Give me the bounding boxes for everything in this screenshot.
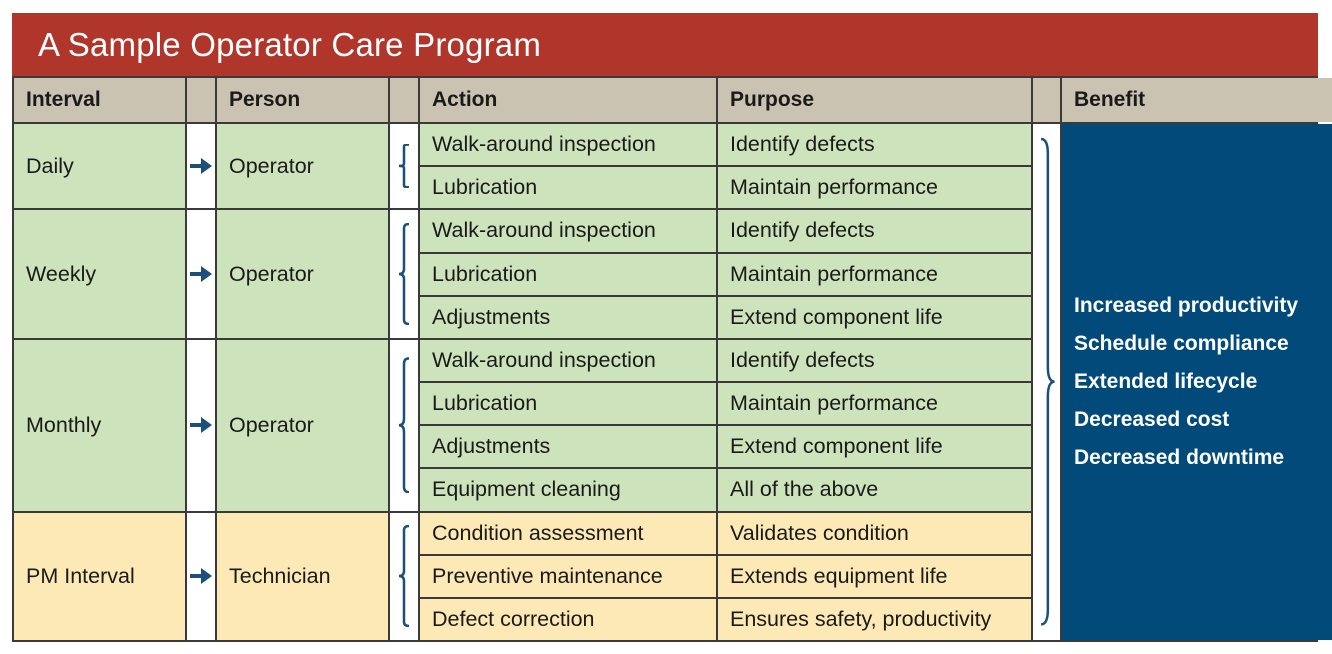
- purpose-cell: Extend component life: [718, 426, 1031, 468]
- arrow-right-icon: [187, 339, 215, 511]
- header-action: Action: [420, 78, 716, 122]
- interval-cell: PM Interval: [14, 512, 185, 640]
- header-spacer: [390, 78, 418, 122]
- left-brace-icon: [390, 124, 418, 209]
- purpose-cell: Validates condition: [718, 512, 1031, 554]
- arrow-right-icon: [187, 210, 215, 338]
- purpose-cell: Maintain performance: [718, 383, 1031, 425]
- action-cell: Walk-around inspection: [420, 339, 716, 381]
- header-interval: Interval: [14, 78, 185, 122]
- arrow-right-icon: [187, 124, 215, 209]
- benefit-item: Decreased downtime: [1074, 446, 1285, 469]
- action-cell: Defect correction: [420, 598, 716, 640]
- header-purpose: Purpose: [718, 78, 1031, 122]
- purpose-cell: Extend component life: [718, 296, 1031, 338]
- interval-cell: Monthly: [14, 339, 185, 511]
- header-person: Person: [217, 78, 388, 122]
- arrow-right-icon: [187, 512, 215, 640]
- purpose-cell: Ensures safety, productivity: [718, 598, 1031, 640]
- action-cell: Adjustments: [420, 296, 716, 338]
- person-cell: Technician: [217, 512, 388, 640]
- interval-cell: Daily: [14, 124, 185, 209]
- header-spacer: [1033, 78, 1060, 122]
- purpose-cell: Identify defects: [718, 339, 1031, 381]
- purpose-cell: Identify defects: [718, 210, 1031, 252]
- left-brace-icon: [390, 210, 418, 338]
- page-title: A Sample Operator Care Program: [12, 13, 1318, 76]
- action-cell: Lubrication: [420, 383, 716, 425]
- person-cell: Operator: [217, 124, 388, 209]
- benefit-item: Increased productivity: [1074, 294, 1299, 317]
- left-brace-icon: [390, 339, 418, 511]
- action-cell: Walk-around inspection: [420, 210, 716, 252]
- purpose-cell: Maintain performance: [718, 167, 1031, 209]
- action-cell: Lubrication: [420, 167, 716, 209]
- header-benefit: Benefit: [1062, 78, 1332, 122]
- action-cell: Adjustments: [420, 426, 716, 468]
- operator-care-table: Interval Person Action Purpose Benefit I…: [12, 76, 1332, 642]
- action-cell: Walk-around inspection: [420, 124, 716, 166]
- purpose-cell: Identify defects: [718, 124, 1031, 166]
- right-brace-icon: [1033, 124, 1060, 640]
- left-brace-icon: [390, 512, 418, 640]
- purpose-cell: All of the above: [718, 469, 1031, 511]
- person-cell: Operator: [217, 339, 388, 511]
- benefit-panel: Increased productivity Schedule complianc…: [1062, 124, 1332, 640]
- action-cell: Equipment cleaning: [420, 469, 716, 511]
- action-cell: Lubrication: [420, 253, 716, 295]
- benefit-item: Schedule compliance: [1074, 332, 1289, 355]
- benefit-item: Decreased cost: [1074, 408, 1230, 431]
- benefit-item: Extended lifecycle: [1074, 370, 1258, 393]
- interval-cell: Weekly: [14, 210, 185, 338]
- header-spacer: [187, 78, 215, 122]
- action-cell: Condition assessment: [420, 512, 716, 554]
- person-cell: Operator: [217, 210, 388, 338]
- action-cell: Preventive maintenance: [420, 555, 716, 597]
- purpose-cell: Maintain performance: [718, 253, 1031, 295]
- purpose-cell: Extends equipment life: [718, 555, 1031, 597]
